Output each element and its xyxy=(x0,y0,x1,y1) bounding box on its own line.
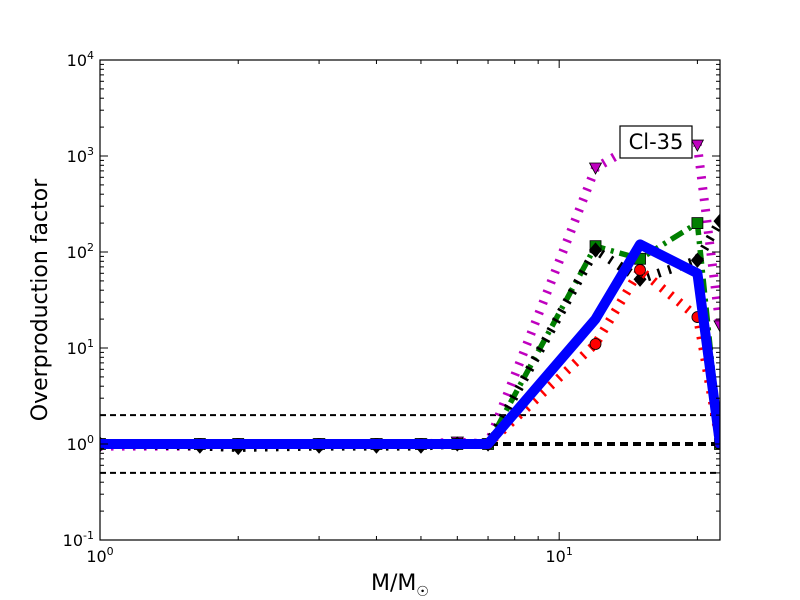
series-1-point-11 xyxy=(690,139,705,152)
x-tick-label-exp: 0 xyxy=(107,545,114,558)
y-axis-title: Overproduction factor xyxy=(28,178,53,421)
x-axis-title-sun-symbol: ☉ xyxy=(416,584,429,600)
series-3-point-11 xyxy=(690,252,704,268)
y-tick-label-exp: 2 xyxy=(87,241,94,254)
y-tick-label: 100 xyxy=(67,433,94,454)
series-5 xyxy=(100,239,720,449)
y-tick-label-base: 10 xyxy=(67,339,87,358)
y-tick-label-exp: 4 xyxy=(87,49,94,62)
x-tick-label: 100 xyxy=(86,545,113,566)
x-axis-title-text: M/M xyxy=(371,571,416,596)
plot-frame xyxy=(99,59,721,541)
y-tick-label: 104 xyxy=(67,49,94,70)
annotation-frame xyxy=(619,125,693,159)
x-tick-label-base: 10 xyxy=(545,547,565,566)
y-tick-label-exp: 3 xyxy=(87,145,94,158)
y-tick-label: 102 xyxy=(67,241,94,262)
series-4-point-9 xyxy=(589,338,602,350)
y-tick-label-base: 10 xyxy=(67,147,87,166)
y-tick-label-base: 10 xyxy=(67,435,87,454)
x-tick-label: 101 xyxy=(545,545,572,566)
series-3-point-12 xyxy=(713,213,720,229)
series-3-point-9 xyxy=(589,242,603,258)
y-tick-label-exp: -1 xyxy=(83,529,94,542)
y-tick-label-base: 10 xyxy=(63,531,83,550)
axes-frame xyxy=(99,59,721,541)
y-tick-label: 101 xyxy=(67,337,94,358)
series-1-point-9 xyxy=(588,162,603,175)
x-tick-label-base: 10 xyxy=(86,547,106,566)
annotation-label: Cl-35 xyxy=(629,130,684,154)
series-5-line xyxy=(100,239,720,449)
y-tick-label-exp: 0 xyxy=(87,433,94,446)
series-1-point-12 xyxy=(713,320,720,333)
y-tick-label: 103 xyxy=(67,145,94,166)
series-3-line xyxy=(100,218,720,452)
y-tick-label-exp: 1 xyxy=(87,337,94,350)
y-tick-label: 10-1 xyxy=(63,529,94,550)
annotation-box: Cl-35 xyxy=(619,125,693,159)
x-tick-label-exp: 1 xyxy=(566,545,573,558)
reference-lines xyxy=(100,414,720,474)
series-2-point-11 xyxy=(691,217,704,230)
x-axis-title: M/M☉ xyxy=(371,571,429,600)
y-tick-label-base: 10 xyxy=(67,51,87,70)
series-4-point-10 xyxy=(634,264,646,276)
y-tick-label-base: 10 xyxy=(67,243,87,262)
